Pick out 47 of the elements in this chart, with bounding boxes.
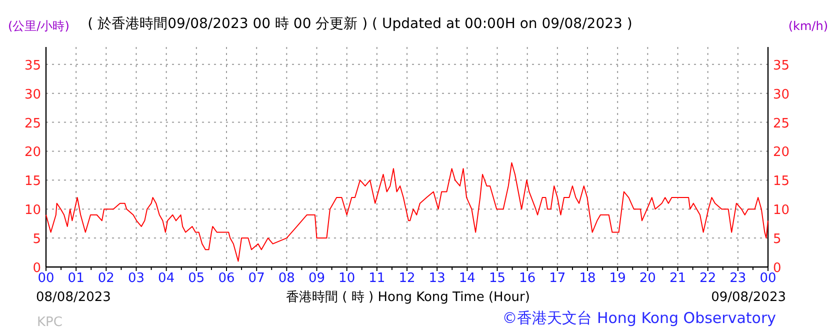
chart-title: ( 於香港時間09/08/2023 00 時 00 分更新 ) ( Updated at 00:00H on 09/08/2023 ): [88, 16, 632, 32]
y-axis-title: (公里/小時): [8, 19, 70, 33]
text: 09/08/2023: [711, 290, 786, 305]
y2-tick-label: 30: [773, 87, 790, 102]
y2-tick-label: 20: [773, 145, 790, 160]
y-tick-label: 15: [24, 174, 41, 190]
text: 08/08/2023: [36, 290, 111, 305]
x-tick-label: 00: [38, 271, 54, 286]
x-tick-label: 12: [398, 271, 416, 286]
y-tick-label: 10: [24, 203, 41, 218]
x-tick-label: 19: [609, 271, 626, 286]
x-tick-label: 08: [278, 271, 295, 286]
y-tick-label: 5: [32, 232, 41, 248]
text: KPC: [37, 315, 62, 330]
x-tick-label: 03: [128, 271, 145, 286]
x-tick-label: 15: [488, 271, 506, 286]
text: ©香港天文台 Hong Kong Observatory: [502, 309, 776, 327]
y-tick-label: 30: [24, 87, 41, 102]
x-tick-label: 06: [218, 271, 235, 286]
y2-axis-title: (km/h): [788, 19, 828, 33]
x-tick-label: 07: [248, 271, 265, 286]
x-tick-label: 01: [68, 271, 84, 286]
y-tick-label: 25: [24, 116, 41, 132]
x-tick-label: 09: [308, 271, 326, 286]
y2-tick-label: 10: [773, 203, 790, 218]
y-tick-label: 20: [24, 145, 41, 160]
x-tick-label: 11: [368, 271, 386, 286]
x-tick-label: 02: [98, 271, 114, 286]
x-axis-title: 香港時間 ( 時 ) Hong Kong Time (Hour): [286, 290, 530, 305]
x-tick-label: 18: [579, 271, 596, 286]
y2-tick-label: 15: [773, 174, 790, 190]
x-tick-label: 14: [458, 271, 476, 286]
x-tick-label: 22: [700, 271, 716, 286]
x-tick-label: 23: [730, 271, 746, 286]
y-tick-label: 35: [24, 58, 41, 74]
x-tick-label: 13: [428, 271, 446, 286]
x-tick-label: 21: [669, 271, 686, 286]
y2-tick-label: 35: [773, 58, 790, 74]
x-tick-label: 05: [188, 271, 205, 286]
y2-tick-label: 5: [773, 232, 782, 248]
x-tick-label: 16: [519, 271, 536, 286]
x-tick-label: 17: [549, 271, 566, 286]
x-tick-label: 00: [760, 271, 776, 286]
y2-tick-label: 25: [773, 116, 790, 132]
x-tick-label: 20: [639, 271, 656, 286]
x-tick-label: 10: [338, 271, 356, 286]
x-tick-label: 04: [158, 271, 175, 286]
